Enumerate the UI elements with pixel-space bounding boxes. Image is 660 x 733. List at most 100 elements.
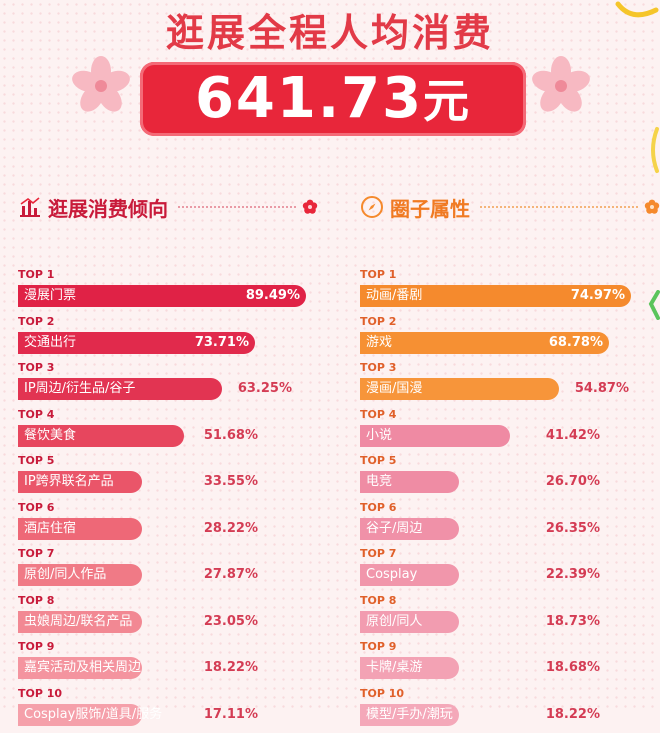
compass-icon	[361, 196, 383, 218]
category-label: 原创/同人作品	[24, 567, 107, 582]
bar	[360, 424, 510, 447]
bar-item: TOP 9 嘉宾活动及相关周边 18.22%	[18, 640, 318, 686]
section-title: 逛展消费倾向	[48, 196, 168, 221]
value-label: 18.22%	[203, 660, 258, 675]
value-label: 23.05%	[203, 613, 258, 629]
flower-left-icon	[72, 56, 130, 112]
value-label: 63.25%	[237, 381, 292, 396]
category-label: 嘉宾活动及相关周边	[24, 660, 142, 675]
bar-item: TOP 1 动画/番剧 74.97%	[360, 268, 660, 314]
value-label: 18.68%	[545, 660, 600, 675]
category-label: Cosplay	[366, 567, 418, 582]
category-label: 漫展门票	[24, 288, 77, 303]
category-label: IP周边/衍生品/谷子	[24, 381, 136, 396]
bar-item: TOP 6 酒店住宿 28.22%	[18, 501, 318, 547]
spending-tendency-section: 逛展消费倾向 TOP 1 漫展门票 89.49% TOP 2 交通出行 73.71% TOP…	[18, 190, 318, 726]
bar	[18, 424, 184, 447]
flower-bullet-icon	[302, 199, 318, 214]
value-label: 17.11%	[203, 706, 258, 722]
rank-label: TOP 8	[18, 593, 55, 607]
rank-label: TOP 2	[18, 314, 55, 328]
value-label: 68.78%	[548, 334, 603, 350]
bar	[360, 285, 631, 307]
bar-item: TOP 4 餐饮美食 51.68%	[18, 408, 318, 454]
bar	[18, 285, 306, 307]
value-label: 18.73%	[545, 613, 600, 629]
bar-item: TOP 4 小说 41.42%	[360, 408, 660, 454]
bar	[360, 564, 459, 586]
rank-label: TOP 4	[18, 407, 55, 421]
bar-item: TOP 3 IP周边/衍生品/谷子 63.25%	[18, 361, 318, 407]
rank-label: TOP 5	[18, 454, 55, 467]
category-label: 虫娘周边/联名产品	[24, 613, 133, 629]
rank-label: TOP 5	[360, 454, 397, 467]
green-confetti-icon	[648, 290, 660, 320]
bar	[360, 657, 459, 679]
rank-label: TOP 7	[18, 547, 55, 560]
category-label: 原创/同人	[366, 613, 423, 629]
flower-bullet-icon	[644, 199, 660, 214]
dotted-divider	[480, 206, 638, 208]
bar-item: TOP 3 漫画/国漫 54.87%	[360, 361, 660, 407]
rank-label: TOP 7	[360, 547, 397, 560]
rank-label: TOP 3	[360, 361, 397, 374]
average-spend-value: 641.73	[194, 66, 424, 131]
bar	[18, 657, 142, 679]
value-label: 27.87%	[203, 567, 258, 582]
value-label: 33.55%	[203, 474, 258, 489]
bar-item: TOP 7 原创/同人作品 27.87%	[18, 547, 318, 593]
value-label: 18.22%	[545, 706, 600, 722]
bar	[360, 331, 609, 354]
category-label: 漫画/国漫	[366, 381, 423, 396]
bar-item: TOP 7 Cosplay 22.39%	[360, 547, 660, 593]
bar	[360, 471, 459, 493]
page-title: 逛展全程人均消费	[165, 11, 494, 55]
circle-attribute-section: 圈子属性 TOP 1 动画/番剧 74.97% TOP 2 游戏 68.78% TOP 3 漫…	[360, 190, 660, 726]
value-label: 41.42%	[545, 427, 600, 443]
category-label: 游戏	[366, 334, 393, 350]
value-label: 28.22%	[203, 520, 258, 536]
category-label: IP跨界联名产品	[24, 474, 114, 489]
rank-label: TOP 8	[360, 593, 397, 607]
bar	[18, 610, 142, 633]
bar-item: TOP 1 漫展门票 89.49%	[18, 268, 318, 314]
value-label: 51.68%	[203, 427, 258, 443]
bar	[18, 378, 222, 400]
bar	[360, 378, 559, 400]
bar-item: TOP 2 交通出行 73.71%	[18, 315, 318, 361]
value-label: 73.71%	[194, 334, 249, 350]
category-label: 谷子/周边	[366, 520, 423, 536]
bar	[18, 331, 255, 354]
bar	[360, 517, 459, 540]
bar-item: TOP 6 谷子/周边 26.35%	[360, 501, 660, 547]
rank-label: TOP 6	[18, 500, 55, 514]
bar-chart-icon	[20, 197, 40, 217]
rank-label: TOP 2	[360, 314, 397, 328]
section-title: 圈子属性	[390, 196, 470, 221]
bar	[18, 517, 142, 540]
bar-item: TOP 8 原创/同人 18.73%	[360, 594, 660, 640]
rank-label: TOP 9	[18, 640, 55, 653]
category-label: 酒店住宿	[24, 520, 77, 536]
section-header: 逛展消费倾向	[18, 190, 318, 224]
average-spend-box: 641.73元	[140, 62, 526, 136]
yellow-ribbon-icon	[615, 1, 659, 18]
value-label: 22.39%	[545, 567, 600, 582]
section-header: 圈子属性	[360, 190, 660, 224]
category-label: Cosplay服饰/道具/服务	[24, 706, 163, 722]
category-label: 餐饮美食	[24, 427, 77, 443]
bar-item: TOP 2 游戏 68.78%	[360, 315, 660, 361]
rank-label: TOP 6	[360, 500, 397, 514]
bar	[18, 471, 142, 493]
yellow-streamer-icon	[651, 127, 659, 173]
bar-item: TOP 8 虫娘周边/联名产品 23.05%	[18, 594, 318, 640]
rank-label: TOP 1	[18, 268, 55, 281]
value-label: 89.49%	[245, 288, 300, 303]
bar	[360, 610, 459, 633]
average-spend-unit: 元	[423, 74, 472, 128]
rank-label: TOP 10	[18, 686, 63, 700]
rank-label: TOP 9	[360, 640, 397, 653]
category-label: 卡牌/桌游	[366, 660, 423, 675]
rank-label: TOP 3	[18, 361, 55, 374]
value-label: 26.70%	[545, 474, 600, 489]
